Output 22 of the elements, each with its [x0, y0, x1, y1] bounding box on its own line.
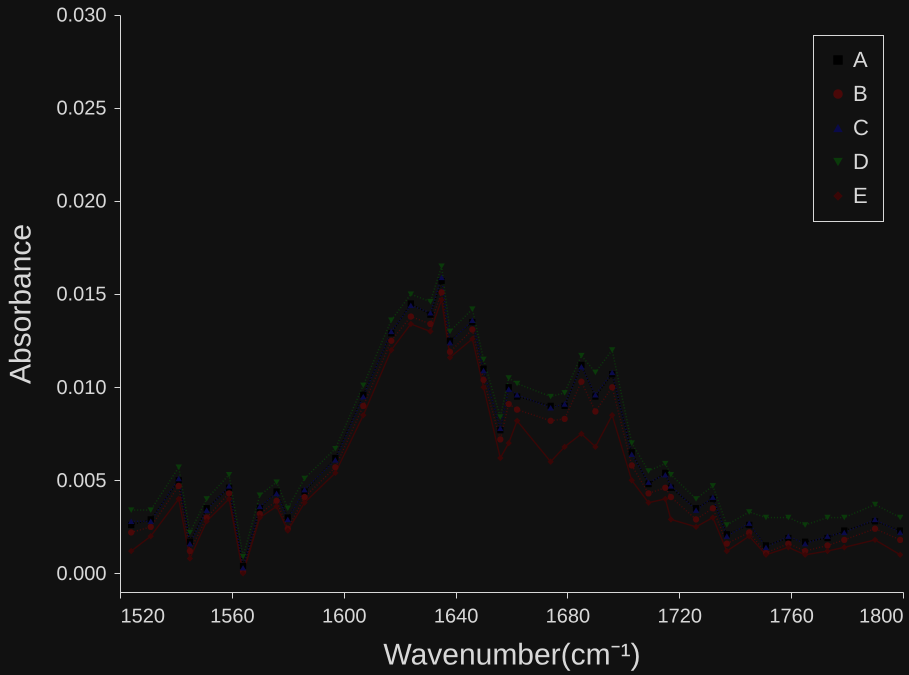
legend-label: C [853, 115, 869, 140]
x-tick-label: 1760 [769, 606, 814, 628]
y-tick-label: 0.000 [56, 562, 106, 585]
x-tick-label: 1520 [120, 606, 165, 628]
y-tick-label: 0.015 [56, 284, 106, 306]
x-tick-label: 1640 [434, 606, 478, 628]
x-tick-label: 1680 [546, 606, 590, 628]
y-tick-label: 0.005 [56, 470, 106, 492]
x-tick-label: 1600 [322, 606, 366, 628]
x-tick-label: 1720 [658, 606, 702, 628]
y-tick-label: 0.025 [56, 98, 106, 120]
y-tick-label: 0.030 [56, 4, 106, 26]
y-tick-label: 0.010 [56, 376, 106, 399]
y-tick-label: 0.020 [56, 190, 106, 213]
y-axis-title: Absorbance [4, 224, 38, 384]
x-tick-label: 1560 [210, 606, 255, 628]
legend-label: A [853, 47, 868, 72]
legend-label: D [853, 149, 869, 174]
x-tick-label: 1800 [859, 606, 904, 628]
legend-label: E [853, 183, 868, 208]
x-axis-title: Wavenumber(cm⁻¹) [383, 638, 641, 672]
legend-label: B [853, 81, 868, 106]
